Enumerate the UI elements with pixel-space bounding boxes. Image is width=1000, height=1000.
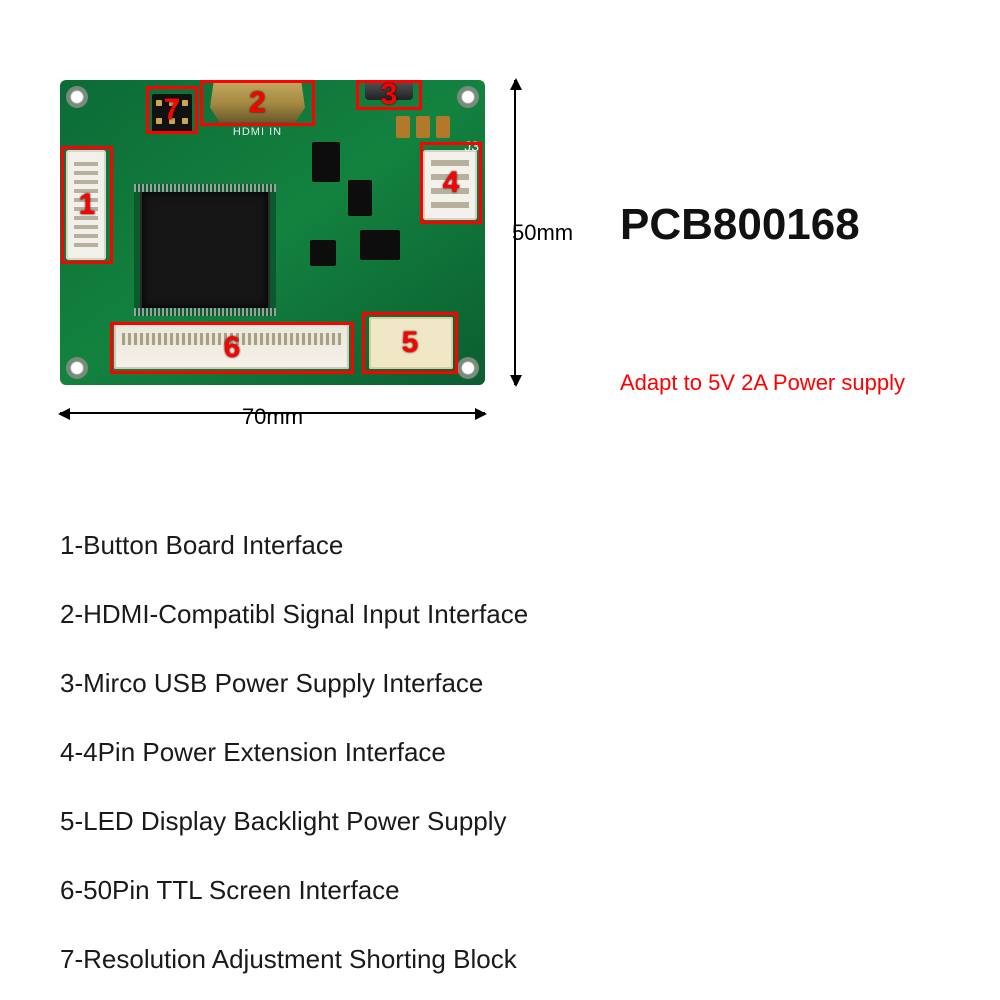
- smd-chip-icon: [360, 230, 400, 260]
- capacitor-icon: [436, 116, 450, 138]
- dimension-horizontal: 70mm: [60, 396, 485, 430]
- board-wrapper: HDMI IN J3 1234567 70mm: [60, 80, 520, 440]
- mount-hole-icon: [66, 86, 88, 108]
- product-subtitle: Adapt to 5V 2A Power supply: [620, 370, 1000, 396]
- mount-hole-icon: [457, 86, 479, 108]
- main-chip-icon: [140, 190, 270, 310]
- callout-box-7: 7: [146, 86, 198, 134]
- legend-item: 2-HDMI-Compatibl Signal Input Interface: [60, 599, 940, 630]
- smd-chip-icon: [312, 142, 340, 182]
- callout-number: 5: [402, 326, 419, 360]
- legend-item: 3-Mirco USB Power Supply Interface: [60, 668, 940, 699]
- pcb-board: HDMI IN J3 1234567: [60, 80, 485, 385]
- legend-item: 5-LED Display Backlight Power Supply: [60, 806, 940, 837]
- hdmi-silk-label: HDMI IN: [210, 126, 305, 138]
- callout-box-4: 4: [420, 142, 482, 224]
- callout-box-2: 2: [200, 80, 315, 126]
- callout-number: 4: [443, 166, 460, 200]
- legend-item: 7-Resolution Adjustment Shorting Block: [60, 944, 940, 975]
- dimension-height-label: 50mm: [512, 220, 573, 246]
- callout-number: 6: [224, 331, 241, 365]
- callout-number: 7: [164, 93, 181, 127]
- callout-number: 2: [249, 86, 266, 120]
- dimension-width-label: 70mm: [242, 404, 303, 430]
- legend-item: 1-Button Board Interface: [60, 530, 940, 561]
- product-title: PCB800168: [620, 200, 1000, 250]
- mount-hole-icon: [66, 357, 88, 379]
- legend-list: 1-Button Board Interface 2-HDMI-Compatibl…: [60, 530, 940, 975]
- capacitor-icon: [416, 116, 430, 138]
- dimension-vertical: 50mm: [492, 80, 538, 385]
- callout-box-5: 5: [362, 312, 458, 374]
- callout-number: 1: [79, 188, 96, 222]
- smd-chip-icon: [348, 180, 372, 216]
- capacitor-icon: [396, 116, 410, 138]
- legend-item: 6-50Pin TTL Screen Interface: [60, 875, 940, 906]
- callout-box-1: 1: [61, 146, 113, 264]
- legend-item: 4-4Pin Power Extension Interface: [60, 737, 940, 768]
- callout-box-6: 6: [110, 322, 354, 374]
- callout-number: 3: [381, 80, 398, 112]
- top-section: HDMI IN J3 1234567 70mm: [60, 80, 940, 440]
- mount-hole-icon: [457, 357, 479, 379]
- smd-chip-icon: [310, 240, 336, 266]
- right-panel: PCB800168 Adapt to 5V 2A Power supply: [620, 200, 1000, 396]
- callout-box-3: 3: [356, 80, 422, 110]
